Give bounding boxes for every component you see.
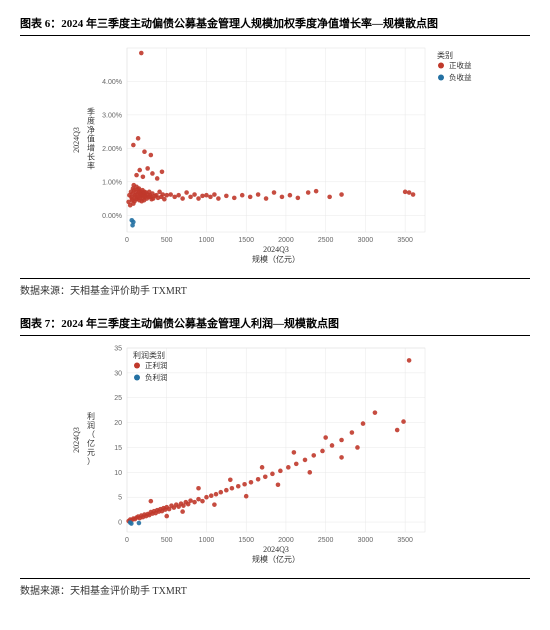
svg-text:1.00%: 1.00% — [102, 179, 122, 186]
svg-text:利: 利 — [87, 411, 95, 421]
svg-text:2024Q3: 2024Q3 — [72, 127, 81, 153]
svg-text:负利润: 负利润 — [145, 372, 168, 382]
svg-text:3000: 3000 — [358, 237, 374, 244]
svg-text:1000: 1000 — [199, 537, 215, 544]
svg-text:元: 元 — [87, 448, 95, 457]
svg-text:0: 0 — [125, 237, 129, 244]
svg-text:2000: 2000 — [278, 237, 294, 244]
svg-text:2024Q3: 2024Q3 — [263, 545, 289, 554]
svg-text:3000: 3000 — [358, 537, 374, 544]
svg-text:负收益: 负收益 — [449, 72, 472, 82]
svg-text:正利润: 正利润 — [145, 360, 168, 370]
svg-text:2.00%: 2.00% — [102, 146, 122, 153]
svg-text:2000: 2000 — [278, 537, 294, 544]
figure-7-source: 数据来源：天相基金评价助手 TXMRT — [20, 578, 530, 597]
svg-text:类别: 类别 — [437, 50, 453, 60]
svg-text:3500: 3500 — [397, 237, 413, 244]
svg-text:（: （ — [87, 430, 95, 439]
figure-7-title: 图表 7：2024 年三季度主动偏债公募基金管理人利润—规模散点图 — [20, 315, 530, 336]
svg-text:2500: 2500 — [318, 237, 334, 244]
svg-text:2500: 2500 — [318, 537, 334, 544]
svg-text:2024Q3: 2024Q3 — [72, 427, 81, 453]
svg-text:）: ） — [87, 457, 95, 466]
svg-text:1500: 1500 — [238, 537, 254, 544]
svg-text:25: 25 — [114, 395, 122, 402]
svg-text:季: 季 — [87, 107, 95, 117]
svg-text:0: 0 — [118, 520, 122, 527]
svg-text:利润类别: 利润类别 — [133, 350, 165, 360]
svg-text:3.00%: 3.00% — [102, 112, 122, 119]
svg-text:3500: 3500 — [397, 537, 413, 544]
svg-text:亿: 亿 — [87, 438, 95, 448]
svg-text:20: 20 — [114, 420, 122, 427]
svg-text:15: 15 — [114, 445, 122, 452]
figure-6-source: 数据来源：天相基金评价助手 TXMRT — [20, 278, 530, 297]
figure-6: 图表 6：2024 年三季度主动偏债公募基金管理人规模加权季度净值增长率—规模散… — [20, 15, 530, 270]
svg-text:规模（亿元）: 规模（亿元） — [252, 554, 300, 564]
svg-text:长: 长 — [87, 152, 95, 162]
svg-text:值: 值 — [87, 134, 95, 144]
svg-text:1500: 1500 — [238, 237, 254, 244]
svg-text:500: 500 — [161, 237, 173, 244]
svg-text:增: 增 — [87, 143, 95, 153]
svg-text:500: 500 — [161, 537, 173, 544]
svg-text:30: 30 — [114, 370, 122, 377]
svg-text:度: 度 — [87, 116, 95, 126]
svg-text:0.00%: 0.00% — [102, 213, 122, 220]
svg-text:35: 35 — [114, 346, 122, 353]
svg-text:4.00%: 4.00% — [102, 79, 122, 86]
svg-text:润: 润 — [87, 420, 95, 430]
svg-text:净: 净 — [87, 125, 95, 135]
figure-7: 图表 7：2024 年三季度主动偏债公募基金管理人利润—规模散点图 0 5 10 15… — [20, 315, 530, 570]
svg-text:5: 5 — [118, 495, 122, 502]
svg-text:1000: 1000 — [199, 237, 215, 244]
figure-6-chart: 0.00% 1.00% 2.00% 3.00% 4.00% 0 500 1000 1500 200… — [20, 40, 530, 270]
svg-text:规模（亿元）: 规模（亿元） — [252, 254, 300, 264]
svg-text:10: 10 — [114, 470, 122, 477]
svg-text:率: 率 — [87, 161, 95, 171]
svg-text:0: 0 — [125, 537, 129, 544]
svg-text:2024Q3: 2024Q3 — [263, 245, 289, 254]
svg-text:正收益: 正收益 — [449, 60, 472, 70]
figure-6-title: 图表 6：2024 年三季度主动偏债公募基金管理人规模加权季度净值增长率—规模散… — [20, 15, 530, 36]
figure-7-chart: 0 5 10 15 20 25 30 35 0 500 1000 1500 2000 2500 3000 35… — [20, 340, 530, 570]
